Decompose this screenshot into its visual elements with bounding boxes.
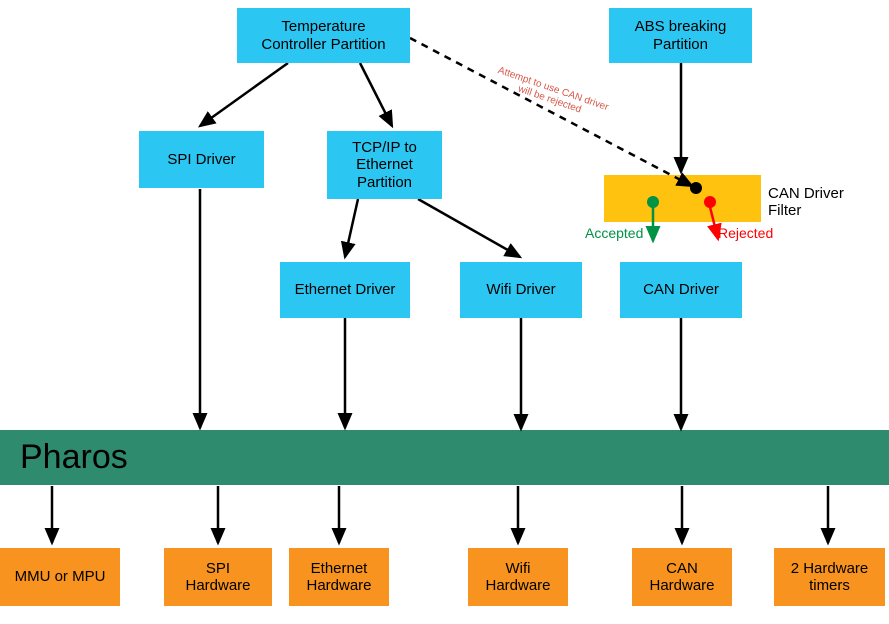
arrows-layer [0, 0, 889, 624]
arrow-tc-to-tcpip [360, 63, 392, 126]
wifi-hw: Wifi Hardware [468, 548, 568, 606]
mmu: MMU or MPU [0, 548, 120, 606]
temp-controller: Temperature Controller Partition [237, 8, 410, 63]
filter-dot-green [647, 196, 659, 208]
filter-dot-black [690, 182, 702, 194]
wifi-driver: Wifi Driver [460, 262, 582, 318]
eth-hw: Ethernet Hardware [289, 548, 389, 606]
spi-driver: SPI Driver [139, 131, 264, 188]
arrow-tcpip-to-wifi [418, 199, 520, 257]
can-driver: CAN Driver [620, 262, 742, 318]
arrow-tc-to-spi [200, 63, 288, 126]
can-hw: CAN Hardware [632, 548, 732, 606]
ethernet-driver: Ethernet Driver [280, 262, 410, 318]
spi-hw: SPI Hardware [164, 548, 272, 606]
abs-partition: ABS breaking Partition [609, 8, 752, 63]
filter-dot-red [704, 196, 716, 208]
tcpip-partition: TCP/IP to Ethernet Partition [327, 131, 442, 199]
timers: 2 Hardware timers [774, 548, 885, 606]
arrow-tcpip-to-eth [345, 199, 358, 257]
